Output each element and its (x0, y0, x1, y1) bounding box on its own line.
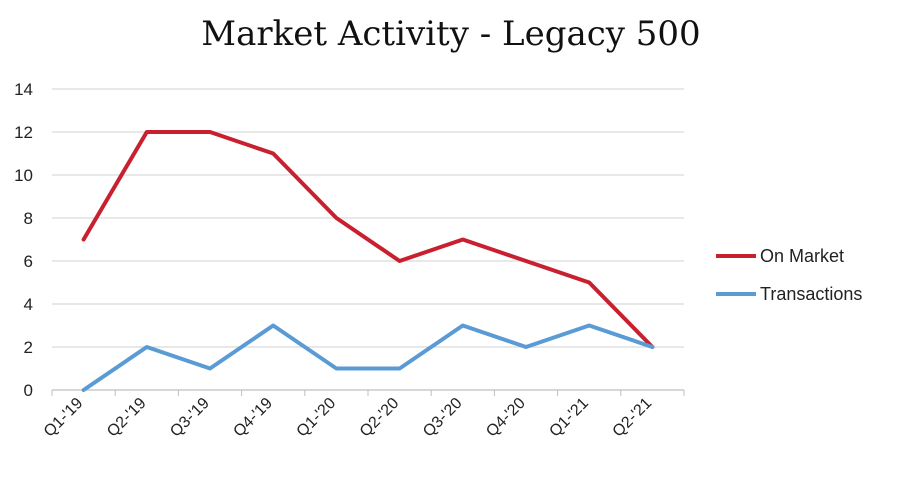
x-tick-label: Q2-'20 (357, 395, 403, 441)
x-tick-label: Q2-'19 (104, 395, 150, 441)
chart-title: Market Activity - Legacy 500 (201, 14, 701, 54)
y-tick-label: 14 (14, 80, 33, 99)
y-tick-label: 10 (14, 166, 33, 185)
y-tick-label: 8 (24, 209, 33, 228)
series-line-transactions (81, 323, 655, 392)
y-tick-label: 4 (24, 295, 33, 314)
y-tick-label: 0 (24, 381, 33, 400)
series-line-on-market (81, 130, 655, 349)
x-tick-label: Q1-'20 (294, 395, 340, 441)
legend-label-on-market: On Market (760, 246, 844, 266)
legend-label-transactions: Transactions (760, 284, 862, 304)
x-tick-label: Q1-'21 (546, 395, 592, 441)
y-tick-label: 6 (24, 252, 33, 271)
x-tick-label: Q3-'19 (167, 395, 213, 441)
x-tick-label: Q4-'19 (230, 395, 276, 441)
y-tick-label: 2 (24, 338, 33, 357)
x-tick-label: Q4-'20 (483, 395, 529, 441)
y-tick-label: 12 (14, 123, 33, 142)
x-tick-label: Q3-'20 (420, 395, 466, 441)
x-tick-label: Q2-'21 (610, 395, 656, 441)
x-tick-label: Q1-'19 (41, 395, 87, 441)
